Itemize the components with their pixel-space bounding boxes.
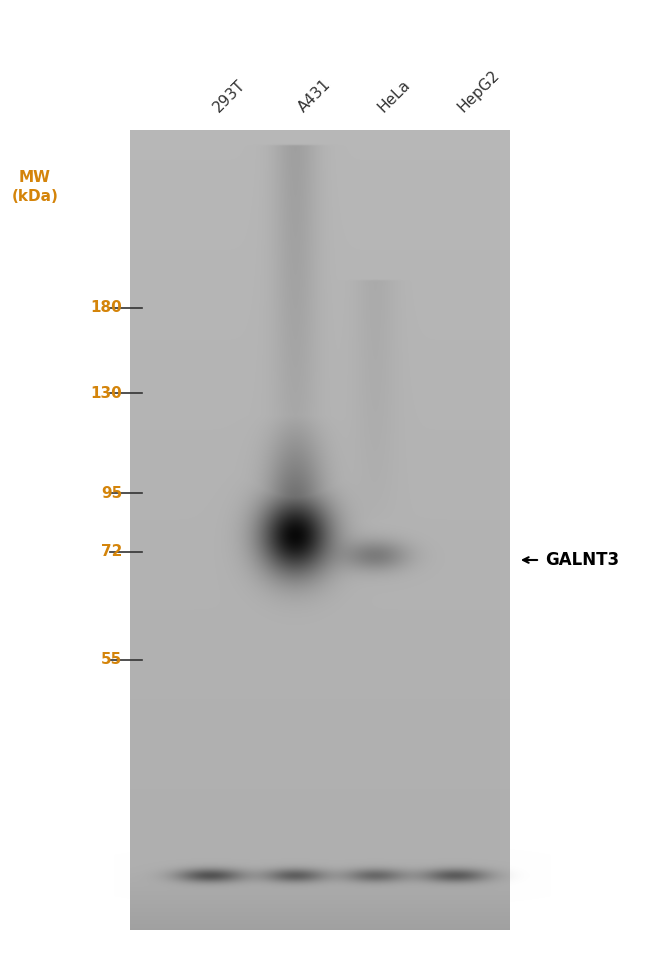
Text: 55: 55 <box>101 653 122 667</box>
Text: 130: 130 <box>90 386 122 400</box>
Text: GALNT3: GALNT3 <box>545 551 619 569</box>
Text: HeLa: HeLa <box>375 77 413 115</box>
Text: 72: 72 <box>101 544 122 560</box>
Text: 293T: 293T <box>210 77 248 115</box>
Text: A431: A431 <box>295 76 333 115</box>
Text: MW
(kDa): MW (kDa) <box>12 170 58 204</box>
Text: 95: 95 <box>101 485 122 501</box>
Text: 180: 180 <box>90 301 122 315</box>
Text: HepG2: HepG2 <box>455 68 502 115</box>
